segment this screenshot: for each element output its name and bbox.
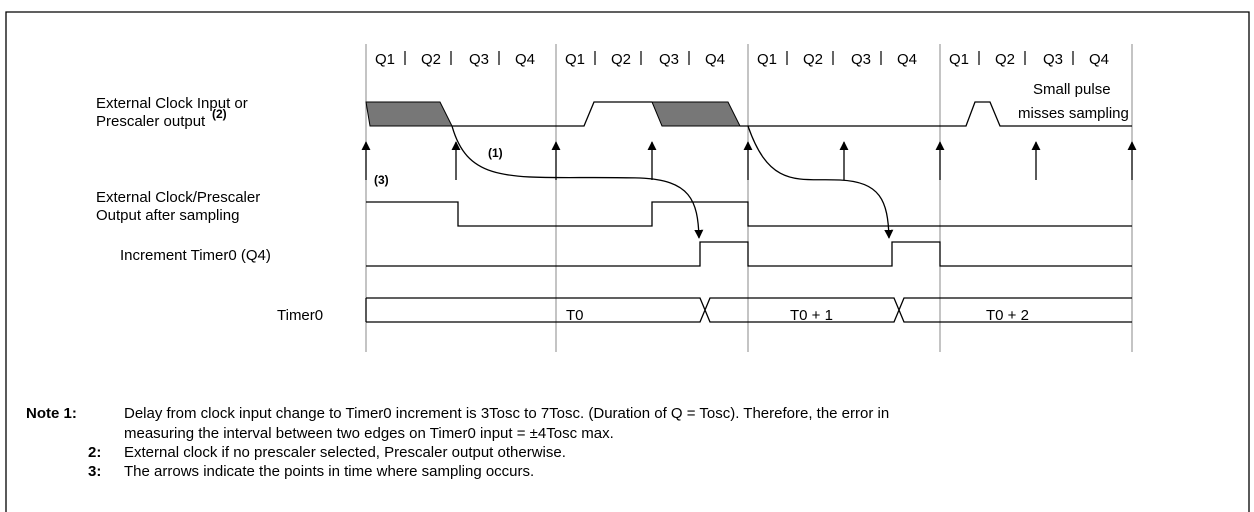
increment-wave (366, 241, 1132, 267)
signal-label: Increment Timer0 (Q4) (120, 247, 271, 264)
timer-value: T0 (566, 307, 584, 324)
annotation: Small pulse (1033, 81, 1111, 98)
note-ref: (2) (212, 107, 227, 121)
sampled-wave (366, 201, 1132, 227)
signal-label: Output after sampling (96, 207, 239, 224)
cycle-label: Q1 (565, 51, 585, 68)
cycle-label: Q1 (375, 51, 395, 68)
signal-label: Prescaler output (96, 113, 206, 130)
cycle-label: Q3 (851, 51, 871, 68)
annotation: misses sampling (1018, 105, 1129, 122)
cycle-label: Q1 (949, 51, 969, 68)
annotation: (3) (374, 173, 389, 187)
sample-arrows (361, 141, 1137, 180)
signal-label: Timer0 (277, 307, 323, 324)
cycle-label: Q3 (469, 51, 489, 68)
cycle-label: Q4 (705, 51, 725, 68)
cycle-label: Q2 (421, 51, 441, 68)
cycle-label: Q1 (757, 51, 777, 68)
timer-bus (365, 297, 1132, 323)
note-text: measuring the interval between two edges… (124, 425, 614, 442)
note-label: Note 1: (26, 405, 77, 422)
note-text: Delay from clock input change to Timer0 … (124, 405, 889, 422)
ext-clock-wave (365, 101, 1132, 127)
cycle-label: Q2 (611, 51, 631, 68)
signal-label: External Clock Input or (96, 95, 248, 112)
note-label: 3: (88, 463, 101, 480)
cycle-label: Q3 (1043, 51, 1063, 68)
note-text: The arrows indicate the points in time w… (124, 463, 534, 480)
cycle-lines (365, 44, 1133, 352)
annotation: (1) (488, 146, 503, 160)
frame (5, 11, 1250, 512)
cycle-label: Q4 (1089, 51, 1109, 68)
signal-label: External Clock/Prescaler (96, 189, 260, 206)
note-label: 2: (88, 444, 101, 461)
cycle-label: Q3 (659, 51, 679, 68)
cycle-label: Q2 (803, 51, 823, 68)
note-text: External clock if no prescaler selected,… (124, 444, 566, 461)
cycle-label: Q2 (995, 51, 1015, 68)
timer-value: T0 + 2 (986, 307, 1029, 324)
timer-value: T0 + 1 (790, 307, 833, 324)
cycle-label: Q4 (515, 51, 535, 68)
cycle-label: Q4 (897, 51, 917, 68)
